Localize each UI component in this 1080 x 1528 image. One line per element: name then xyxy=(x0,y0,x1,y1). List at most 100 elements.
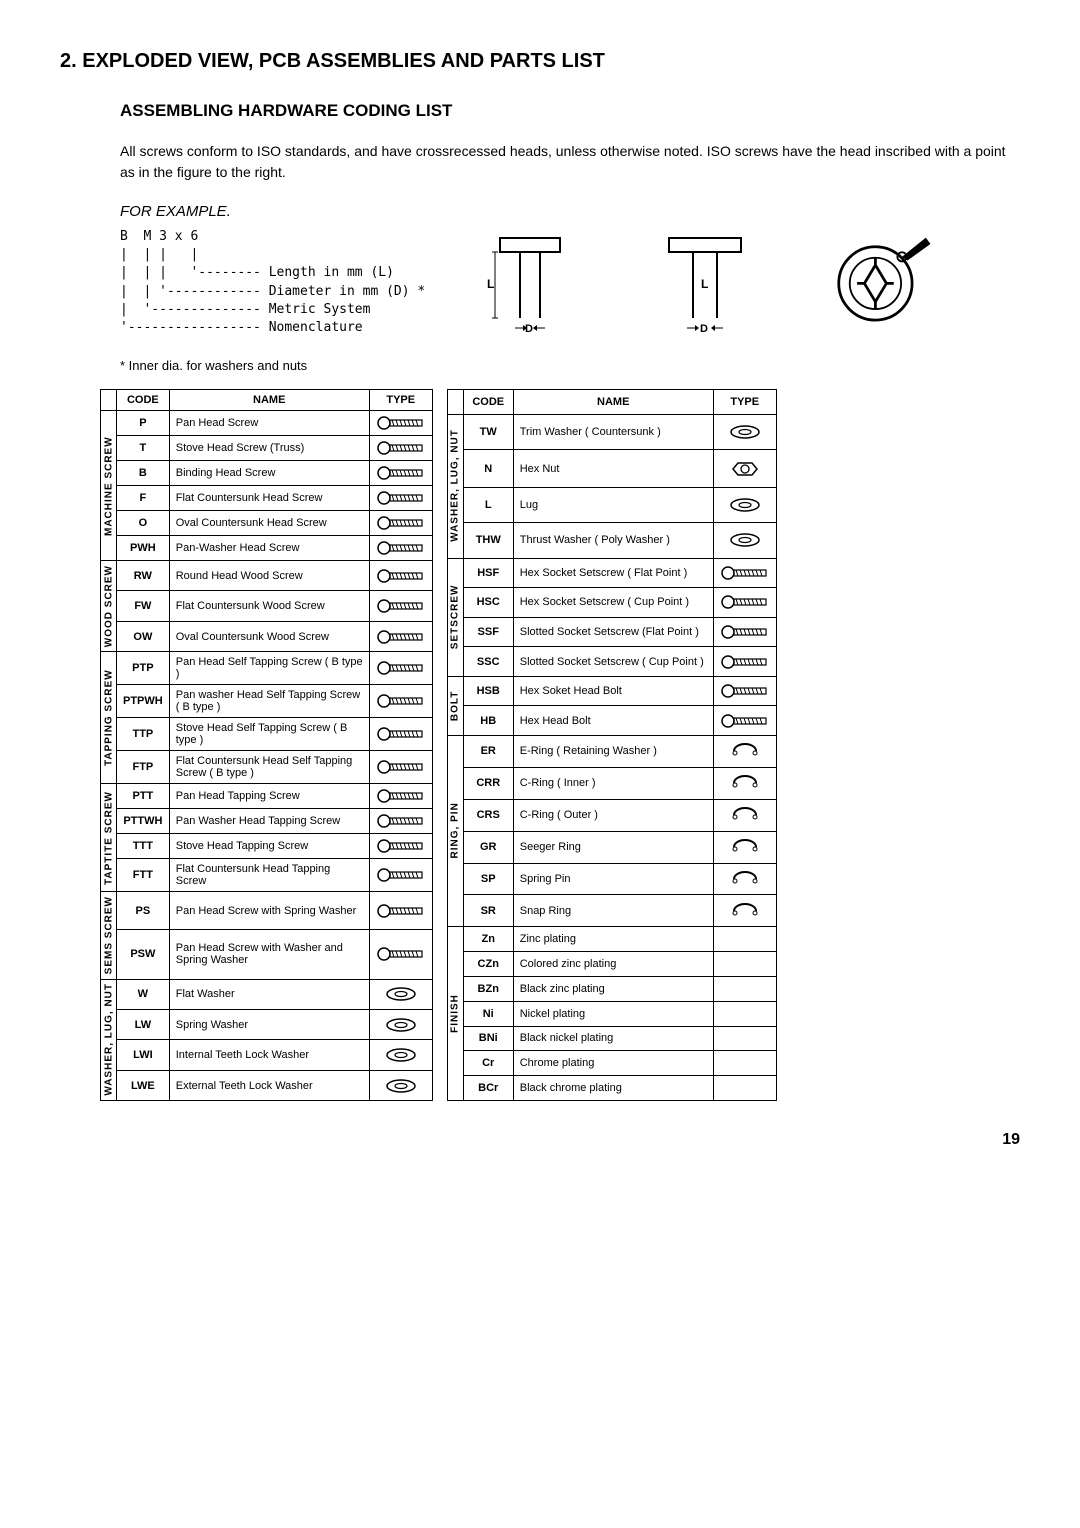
table-row: BBinding Head Screw xyxy=(101,461,433,486)
type-cell xyxy=(369,461,432,486)
svg-text:L: L xyxy=(487,277,494,291)
type-cell xyxy=(713,488,776,523)
group-header: WASHER, LUG, NUT xyxy=(447,414,463,558)
table-row: CRRC-Ring ( Inner ) xyxy=(447,767,776,799)
code-cell: LW xyxy=(117,1009,170,1039)
code-cell: PS xyxy=(117,892,170,930)
type-cell xyxy=(713,799,776,831)
name-cell: Pan-Washer Head Screw xyxy=(169,536,369,561)
type-cell xyxy=(369,784,432,809)
type-cell xyxy=(369,561,432,591)
type-cell xyxy=(369,834,432,859)
code-cell: CZn xyxy=(463,952,513,977)
name-cell: Pan Head Self Tapping Screw ( B type ) xyxy=(169,652,369,685)
table-row: LWIInternal Teeth Lock Washer xyxy=(101,1040,433,1070)
type-cell xyxy=(713,588,776,618)
type-cell xyxy=(713,414,776,449)
table-row: BZnBlack zinc plating xyxy=(447,976,776,1001)
table-row: SEMS SCREWPSPan Head Screw with Spring W… xyxy=(101,892,433,930)
type-cell xyxy=(713,523,776,558)
table-row: HBHex Head Bolt xyxy=(447,706,776,736)
type-cell xyxy=(713,863,776,895)
table-row: LLug xyxy=(447,488,776,523)
group-header: WASHER, LUG, NUT xyxy=(101,979,117,1101)
table-row: TAPPING SCREWPTPPan Head Self Tapping Sc… xyxy=(101,652,433,685)
group-header: SEMS SCREW xyxy=(101,892,117,979)
type-cell xyxy=(369,1040,432,1070)
table-row: SSCSlotted Socket Setscrew ( Cup Point ) xyxy=(447,647,776,677)
code-cell: ER xyxy=(463,735,513,767)
table-row: FTTFlat Countersunk Head Tapping Screw xyxy=(101,859,433,892)
code-cell: RW xyxy=(117,561,170,591)
type-cell xyxy=(369,718,432,751)
example-row: B M 3 x 6 | | | | | | | '-------- Length… xyxy=(120,228,1020,348)
type-cell xyxy=(369,486,432,511)
type-cell xyxy=(713,706,776,736)
table-row: WOOD SCREWRWRound Head Wood Screw xyxy=(101,561,433,591)
type-cell xyxy=(369,685,432,718)
screw-head-top-icon xyxy=(825,228,935,348)
code-cell: Ni xyxy=(463,1001,513,1026)
name-cell: Stove Head Screw (Truss) xyxy=(169,436,369,461)
code-cell: PWH xyxy=(117,536,170,561)
name-cell: Nickel plating xyxy=(513,1001,713,1026)
name-cell: Hex Head Bolt xyxy=(513,706,713,736)
code-cell: PTT xyxy=(117,784,170,809)
name-cell: Snap Ring xyxy=(513,895,713,927)
group-header: RING, PIN xyxy=(447,735,463,926)
code-cell: W xyxy=(117,979,170,1009)
table-row: CrChrome plating xyxy=(447,1051,776,1076)
name-cell: Black nickel plating xyxy=(513,1026,713,1051)
type-cell xyxy=(713,647,776,677)
page-number: 19 xyxy=(60,1131,1020,1149)
tables-row: CODENAMETYPEMACHINE SCREWPPan Head Screw… xyxy=(100,389,1020,1101)
code-cell: BCr xyxy=(463,1076,513,1101)
type-cell xyxy=(713,1001,776,1026)
type-cell xyxy=(713,450,776,488)
table-row: LWEExternal Teeth Lock Washer xyxy=(101,1070,433,1100)
type-cell xyxy=(713,952,776,977)
name-cell: Black zinc plating xyxy=(513,976,713,1001)
type-cell xyxy=(713,676,776,706)
name-cell: Flat Countersunk Head Screw xyxy=(169,486,369,511)
col-type: TYPE xyxy=(369,390,432,411)
type-cell xyxy=(369,511,432,536)
name-cell: Lug xyxy=(513,488,713,523)
group-header: SETSCREW xyxy=(447,558,463,676)
name-cell: C-Ring ( Inner ) xyxy=(513,767,713,799)
type-cell xyxy=(713,976,776,1001)
coding-diagram: B M 3 x 6 | | | | | | | '-------- Length… xyxy=(120,228,425,337)
code-cell: Zn xyxy=(463,927,513,952)
code-cell: F xyxy=(117,486,170,511)
name-cell: Slotted Socket Setscrew ( Cup Point ) xyxy=(513,647,713,677)
table-row: SSFSlotted Socket Setscrew (Flat Point ) xyxy=(447,617,776,647)
type-cell xyxy=(713,617,776,647)
name-cell: Pan Washer Head Tapping Screw xyxy=(169,809,369,834)
col-name: NAME xyxy=(513,390,713,415)
type-cell xyxy=(713,767,776,799)
type-cell xyxy=(713,1026,776,1051)
group-header: MACHINE SCREW xyxy=(101,411,117,561)
table-row: THWThrust Washer ( Poly Washer ) xyxy=(447,523,776,558)
name-cell: Oval Countersunk Wood Screw xyxy=(169,621,369,651)
svg-text:D: D xyxy=(700,323,708,335)
code-cell: FW xyxy=(117,591,170,621)
table-row: LWSpring Washer xyxy=(101,1009,433,1039)
name-cell: Flat Countersunk Head Self Tapping Screw… xyxy=(169,751,369,784)
code-cell: HSF xyxy=(463,558,513,588)
code-cell: CRR xyxy=(463,767,513,799)
code-cell: LWI xyxy=(117,1040,170,1070)
name-cell: Flat Countersunk Wood Screw xyxy=(169,591,369,621)
type-cell xyxy=(369,436,432,461)
table-row: TStove Head Screw (Truss) xyxy=(101,436,433,461)
table-row: SETSCREWHSFHex Socket Setscrew ( Flat Po… xyxy=(447,558,776,588)
code-cell: HSC xyxy=(463,588,513,618)
subtitle: ASSEMBLING HARDWARE CODING LIST xyxy=(120,101,1020,121)
table-row: NHex Nut xyxy=(447,450,776,488)
screw-side-diagram-2: L D xyxy=(645,228,785,348)
name-cell: Flat Countersunk Head Tapping Screw xyxy=(169,859,369,892)
table-row: BOLTHSBHex Soket Head Bolt xyxy=(447,676,776,706)
footnote: * Inner dia. for washers and nuts xyxy=(120,358,1020,373)
code-cell: PSW xyxy=(117,929,170,979)
type-cell xyxy=(713,895,776,927)
